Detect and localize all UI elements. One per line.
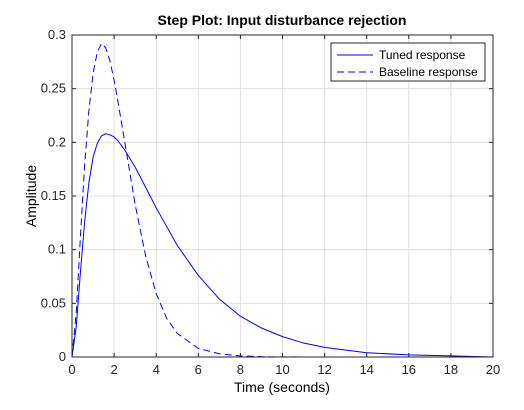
x-tick-label: 18 — [444, 362, 458, 377]
x-tick-label: 2 — [110, 362, 117, 377]
legend: Tuned response Baseline response — [330, 42, 486, 82]
x-tick-label: 0 — [68, 362, 75, 377]
x-tick-label: 16 — [402, 362, 416, 377]
y-tick-label: 0.25 — [41, 81, 66, 96]
x-tick-label: 4 — [153, 362, 160, 377]
x-tick-label: 14 — [359, 362, 373, 377]
y-tick-label: 0.15 — [41, 188, 66, 203]
x-tick-label: 10 — [275, 362, 289, 377]
legend-label-baseline: Baseline response — [379, 65, 478, 79]
y-axis-label: Amplitude — [23, 165, 39, 227]
legend-box — [330, 42, 486, 82]
tick-layer: 0 2 4 6 8 10 12 14 16 18 20 0 0.05 0.1 0.15 0.2 0.25 0.3 — [41, 27, 501, 377]
x-tick-label: 20 — [486, 362, 500, 377]
legend-label-tuned: Tuned response — [379, 48, 466, 62]
x-axis-label: Time (seconds) — [234, 379, 330, 395]
x-tick-label: 8 — [237, 362, 244, 377]
y-tick-label: 0.05 — [41, 295, 66, 310]
series-line-tuned — [71, 133, 494, 358]
chart-title: Step Plot: Input disturbance rejection — [158, 12, 407, 28]
y-tick-label: 0 — [59, 349, 66, 364]
y-tick-label: 0.2 — [48, 134, 66, 149]
x-tick-label: 6 — [195, 362, 202, 377]
y-tick-label: 0.3 — [48, 27, 66, 42]
y-tick-label: 0.1 — [48, 242, 66, 257]
x-tick-label: 12 — [317, 362, 331, 377]
